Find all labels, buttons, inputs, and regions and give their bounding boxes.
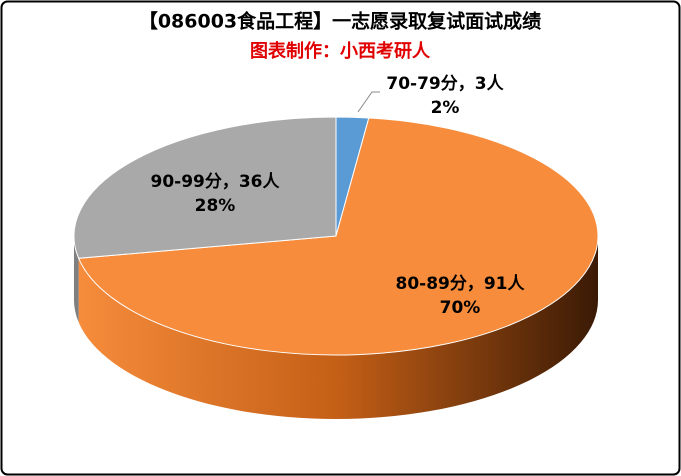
leader-line <box>357 91 380 113</box>
value-label: 28% <box>195 196 236 216</box>
pie-side <box>78 236 598 420</box>
pie-slice <box>77 117 599 356</box>
chart-title: 【086003食品工程】一志愿录取复试面试成绩 <box>139 10 541 33</box>
category-label: 80-89分，91人 <box>395 274 525 294</box>
chart-subtitle: 图表制作：小西考研人 <box>250 40 431 62</box>
pie-side <box>74 236 79 323</box>
category-label: 90-99分，36人 <box>150 172 280 192</box>
value-label: 70% <box>440 298 481 318</box>
pie-sides <box>74 236 598 420</box>
value-label: 2% <box>431 98 460 118</box>
pie-slice <box>73 116 337 259</box>
pie-tops <box>73 116 599 356</box>
category-label: 70-79分，3人 <box>386 74 504 94</box>
pie-labels: 70-79分，3人 2% 80-89分，91人 70% 90-99分，36人 28% <box>150 74 525 318</box>
